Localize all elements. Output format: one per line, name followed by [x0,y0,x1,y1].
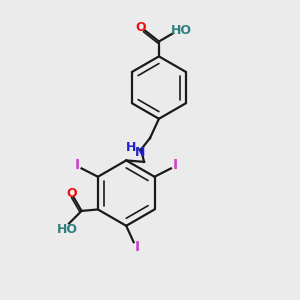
Text: I: I [74,158,80,172]
Text: O: O [66,187,77,200]
Text: HO: HO [171,24,192,37]
Text: N: N [134,146,145,159]
Text: O: O [136,21,146,34]
Text: I: I [173,158,178,172]
Text: HO: HO [57,223,78,236]
Text: H: H [125,141,136,154]
Text: I: I [135,240,140,254]
